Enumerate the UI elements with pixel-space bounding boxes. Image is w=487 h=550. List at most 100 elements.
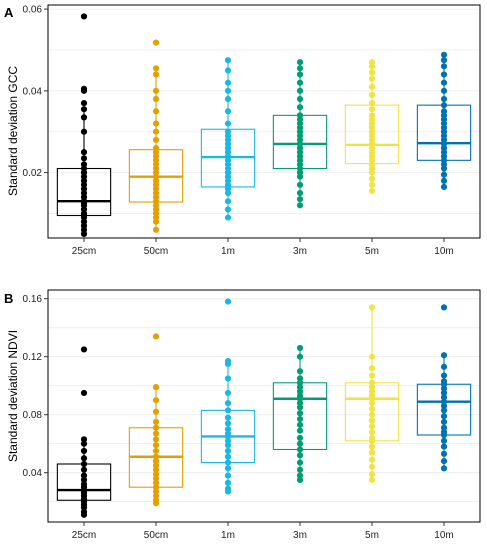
panel-b-data-point	[80, 466, 88, 473]
panel-a-data-point	[440, 183, 448, 191]
panel-b-data-point	[152, 500, 160, 507]
panel-a-data-point	[296, 196, 304, 203]
panel-b-data-point	[224, 298, 232, 305]
panel-b-data-point	[368, 456, 376, 463]
panel-b-data-point	[296, 476, 304, 484]
panel-b-x-tick-label: 10m	[434, 530, 453, 541]
panel-a-data-point	[152, 218, 160, 225]
panel-b-data-point	[368, 353, 376, 360]
panel-a: A Standard deviation GCC 0.02 0.04 0.06 25c…	[4, 4, 481, 257]
panel-b-data-point	[80, 460, 88, 468]
panel-b-y-axis-title: Standard deviation NDVI	[6, 330, 20, 462]
panel-a-data-point	[368, 100, 376, 107]
panel-b-axes: 0.04 0.08 0.12 0.16 25cm 50cm 1m 3m 5m 10m	[23, 289, 481, 541]
panel-b-data-point	[368, 400, 376, 407]
panel-a-grid	[48, 8, 480, 214]
panel-b-data-point	[368, 411, 376, 418]
panel-b-y-tick-label: 0.16	[23, 294, 43, 305]
panel-a-data-point	[368, 175, 376, 182]
panel-a-data-point	[440, 71, 448, 78]
panel-b-data-point	[152, 479, 160, 486]
panel-a-data-point	[440, 171, 448, 178]
panel-b-data-point	[368, 365, 376, 372]
panel-b-data-point	[152, 408, 160, 415]
panel-a-data-point	[224, 206, 232, 213]
panel-b-data-point	[296, 353, 304, 360]
panel-a-data-point	[368, 83, 376, 90]
panel-a-data-point	[80, 230, 88, 238]
panel-b-y-tick-label: 0.04	[23, 468, 43, 479]
panel-b-data-point	[152, 397, 160, 404]
panel-a-data-point	[80, 13, 88, 20]
panel-b-data-point	[440, 437, 448, 444]
panel-a-data-point	[296, 87, 304, 94]
panel-a-data-point	[224, 67, 232, 74]
panel-b-data-point	[80, 504, 88, 511]
panel-b-data-point	[440, 304, 448, 311]
panel-a-data-point	[224, 108, 232, 115]
panel-a-axes: 0.02 0.04 0.06 25cm 50cm 1m 3m 5m 10m	[23, 4, 481, 257]
panel-a-x-tick-label: 25cm	[72, 246, 96, 257]
panel-a-data-point	[296, 181, 304, 188]
panel-a-data-point	[440, 63, 448, 70]
panel-b-data-point	[296, 421, 304, 428]
panel-a-x-tick-label: 3m	[293, 246, 307, 257]
panel-a-data-point	[80, 149, 88, 156]
panel-b-data-point	[152, 458, 160, 465]
panel-a-data-point	[80, 106, 88, 113]
panel-a-data-point	[224, 120, 232, 127]
panel-a-plot-border	[47, 4, 481, 239]
panel-b-data-point	[440, 424, 448, 431]
panel-b-data-point	[440, 402, 448, 410]
panel-b-data-point	[296, 440, 304, 447]
panel-b-data-point	[152, 462, 160, 469]
panel-b-data-point	[368, 471, 376, 478]
panel-b-data-point	[440, 389, 448, 397]
panel-a-y-tick-label: 0.02	[23, 168, 43, 179]
panel-b-data-point	[296, 415, 304, 423]
panel-a-data-point	[80, 128, 88, 135]
panel-b-data-point	[152, 442, 160, 449]
panel-b-data-point	[440, 398, 448, 405]
panel-b-data-point	[224, 447, 232, 455]
panel-b-data-point	[80, 472, 88, 479]
panel-a-data-point	[224, 189, 232, 197]
panel-b-data-point	[80, 346, 88, 353]
panel-b-data-point	[152, 475, 160, 482]
panel-a-data-point	[152, 71, 160, 78]
panel-b-data-point	[440, 363, 448, 370]
panel-b-data-point	[224, 453, 232, 460]
panel-b-data-point	[224, 414, 232, 421]
panel-b-data-point	[296, 344, 304, 352]
panel-a-data-point	[152, 87, 160, 94]
panel-a-data-point	[368, 91, 376, 99]
panel-b-data-point	[224, 433, 232, 440]
panel-b-x-tick-label: 3m	[293, 530, 307, 541]
panel-a-data-point	[152, 136, 160, 143]
panel-b-data-point	[296, 375, 304, 382]
panel-b-data-point	[368, 417, 376, 424]
panel-a-data-point	[152, 95, 160, 103]
panel-a-y-axis-title: Standard deviation GCC	[6, 66, 20, 196]
panel-b-data-point	[296, 466, 304, 473]
panel-a-data-point	[224, 198, 232, 205]
panel-b-data-point	[152, 492, 160, 499]
panel-b-y-tick-label: 0.08	[23, 410, 43, 421]
panel-a-data-point	[296, 95, 304, 103]
panel-b-data-point	[368, 443, 376, 450]
panel-b-data-point	[440, 465, 448, 472]
panel-b-data-point	[152, 453, 160, 460]
panel-b-data-point	[152, 466, 160, 473]
panel-b-data-point	[296, 452, 304, 459]
panel-b-data-point	[440, 413, 448, 420]
panel-a-data-point	[224, 87, 232, 94]
panel-a-data-point	[80, 155, 88, 162]
panel-a-x-tick-label: 10m	[434, 246, 453, 257]
panel-b-data-point	[368, 423, 376, 430]
panel-b-data-point	[368, 463, 376, 470]
panel-a-data-point	[368, 187, 376, 195]
panel-a-x-tick-label: 1m	[221, 246, 235, 257]
panel-b-data-point	[296, 379, 304, 386]
panel-b-data-point	[152, 436, 160, 443]
panel-a-data-point	[224, 79, 232, 86]
